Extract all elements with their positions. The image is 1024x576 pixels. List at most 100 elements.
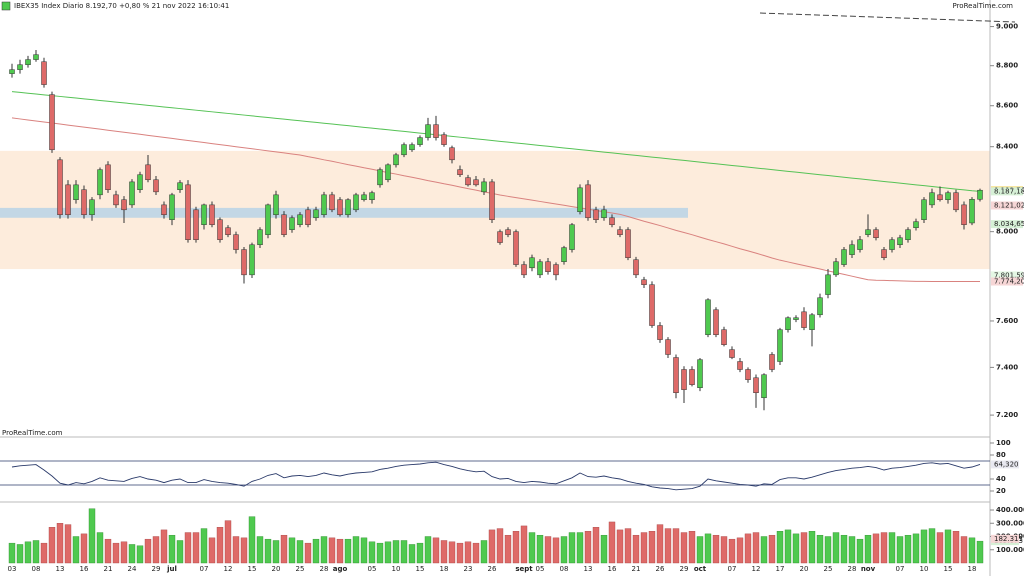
candle-body: [785, 317, 791, 330]
volume-bar: [904, 534, 912, 564]
volume-bar: [184, 532, 192, 564]
volume-label-box: [991, 534, 1019, 543]
candle-body: [569, 224, 575, 250]
rsi-line: [11, 461, 981, 491]
candle-body: [185, 184, 191, 240]
candle-body: [745, 369, 751, 380]
volume-bar: [24, 541, 32, 564]
volume-bar: [776, 531, 784, 564]
title-icon: [1, 1, 11, 11]
moving-average: [11, 91, 981, 192]
volume-bar: [800, 532, 808, 564]
volume-bar: [832, 532, 840, 564]
candle-body: [249, 244, 255, 276]
volume-bar: [864, 534, 872, 564]
x-tick-label: 26: [488, 565, 497, 573]
volume-bar: [520, 525, 528, 564]
volume-bar: [448, 541, 456, 564]
candle-body: [641, 279, 647, 285]
volume-bar: [808, 531, 816, 564]
x-tick-label: 07: [728, 565, 737, 573]
volume-bar: [512, 531, 520, 564]
candle-body: [337, 199, 343, 216]
volume-bar: [848, 536, 856, 564]
volume-bar: [896, 536, 904, 564]
volume-bar: [256, 536, 264, 564]
watermark: ProRealTime.com: [952, 2, 1013, 10]
candle-body: [257, 229, 263, 246]
volume-bar: [128, 544, 136, 564]
candle-body: [553, 264, 559, 276]
price-label: 8.121,02: [994, 202, 1024, 210]
candle-body: [537, 261, 543, 276]
candle-body: [217, 219, 223, 240]
x-tick-label: 15: [416, 565, 425, 573]
volume-bar: [680, 532, 688, 564]
candle-body: [41, 61, 47, 85]
candle-body: [329, 194, 335, 211]
volume-bar: [400, 540, 408, 564]
volume-bar: [608, 521, 616, 564]
volume-bar: [528, 532, 536, 564]
volume-bar: [320, 536, 328, 564]
volume-bar: [568, 532, 576, 564]
candle-body: [945, 192, 951, 200]
candle-body: [441, 134, 447, 145]
x-tick-label: 18: [440, 565, 449, 573]
candle-body: [865, 229, 871, 235]
candle-body: [433, 124, 439, 138]
candle-body: [161, 204, 167, 216]
volume-bar: [312, 538, 320, 564]
volume-bar: [72, 536, 80, 564]
volume-bar: [248, 516, 256, 564]
volume-bar: [888, 532, 896, 564]
x-tick-label: oct: [694, 565, 707, 573]
candle-body: [497, 231, 503, 243]
candle-body: [921, 199, 927, 220]
y-tick-label: 7.200: [996, 411, 1018, 419]
x-tick-label: 21: [104, 565, 113, 573]
x-tick-label: 07: [896, 565, 905, 573]
candle-body: [137, 174, 143, 190]
volume-bar: [656, 524, 664, 564]
x-tick-label: 28: [848, 565, 857, 573]
x-tick-label: 29: [680, 565, 689, 573]
x-tick-label: 13: [584, 565, 593, 573]
volume-bar: [144, 538, 152, 564]
volume-bar: [96, 532, 104, 564]
volume-bar: [912, 533, 920, 564]
candle-body: [321, 194, 327, 216]
x-tick-label: 08: [32, 565, 41, 573]
volume-bar: [640, 532, 648, 564]
candle-body: [881, 249, 887, 258]
candle-body: [713, 309, 719, 336]
volume-bar: [208, 537, 216, 564]
price-label-box: [991, 220, 1023, 229]
x-tick-label: 10: [920, 565, 929, 573]
volume-bar: [840, 534, 848, 564]
candle-body: [313, 209, 319, 219]
volume-bar: [560, 536, 568, 564]
price-label: 7.774,20: [994, 277, 1024, 285]
candle-body: [953, 192, 959, 211]
volume-bar: [152, 536, 160, 564]
volume-bar: [368, 541, 376, 564]
candle-body: [969, 199, 975, 224]
candle-body: [697, 359, 703, 388]
candle-body: [609, 217, 615, 225]
candle-body: [273, 194, 279, 216]
y-tick-label: 7.400: [996, 363, 1018, 371]
candle-body: [81, 189, 87, 216]
y-tick-label: 8.400: [996, 143, 1018, 151]
volume-bar: [544, 536, 552, 564]
volume-bar: [176, 540, 184, 564]
candle-body: [689, 369, 695, 385]
volume-bar: [360, 537, 368, 564]
candle-body: [233, 234, 239, 250]
candle-body: [481, 181, 487, 193]
x-tick-label: 12: [752, 565, 761, 573]
trend-line: [759, 12, 1016, 23]
volume-bar: [432, 537, 440, 564]
candle-body: [369, 192, 375, 200]
candle-body: [665, 339, 671, 355]
